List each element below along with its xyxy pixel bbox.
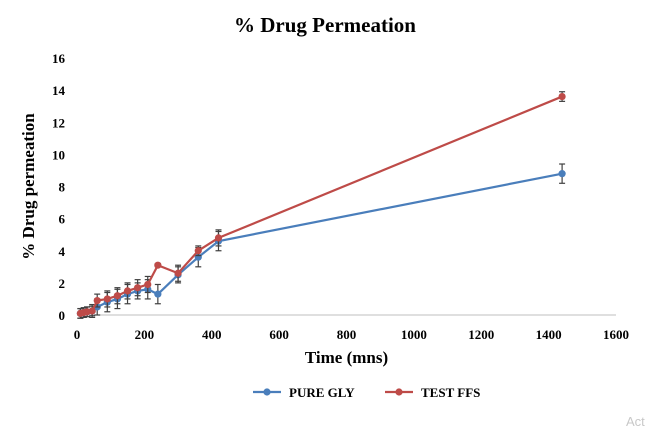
x-tick-label: 200 xyxy=(135,327,155,342)
legend-label: PURE GLY xyxy=(289,385,355,400)
x-axis-ticks: 0 200 400 600 800 1000 1200 1400 1600 xyxy=(74,327,629,342)
x-tick-label: 1400 xyxy=(536,327,562,342)
series-line xyxy=(80,95,563,315)
series-pure-gly xyxy=(76,163,566,319)
legend-label: TEST FFS xyxy=(421,385,480,400)
data-point xyxy=(93,296,101,305)
data-point xyxy=(558,170,566,178)
chart-title: % Drug Permeation xyxy=(234,13,416,37)
y-tick-label: 2 xyxy=(59,276,66,291)
series-layer xyxy=(76,91,566,319)
data-point xyxy=(154,261,162,269)
y-axis-title: % Drug permeation xyxy=(19,113,38,260)
data-point xyxy=(194,247,202,255)
y-tick-label: 6 xyxy=(59,212,66,227)
data-point xyxy=(113,292,122,300)
data-point xyxy=(174,269,182,277)
data-point xyxy=(123,287,132,295)
data-point xyxy=(558,92,566,101)
y-tick-label: 16 xyxy=(52,51,66,66)
x-tick-label: 1200 xyxy=(468,327,494,342)
data-point xyxy=(144,280,152,289)
data-point xyxy=(154,290,162,298)
data-point xyxy=(134,284,142,292)
y-tick-label: 12 xyxy=(52,115,65,130)
x-tick-label: 800 xyxy=(337,327,357,342)
x-tick-label: 600 xyxy=(269,327,289,342)
y-tick-label: 4 xyxy=(59,244,66,259)
x-tick-label: 0 xyxy=(74,327,81,342)
watermark-text: Act xyxy=(626,414,645,427)
y-tick-label: 8 xyxy=(59,180,66,195)
x-tick-label: 400 xyxy=(202,327,222,342)
x-tick-label: 1000 xyxy=(401,327,427,342)
data-point xyxy=(103,295,111,303)
data-point xyxy=(88,307,96,315)
legend-swatch-marker xyxy=(395,388,403,396)
y-axis-ticks: 0 2 4 6 8 10 12 14 16 xyxy=(52,51,66,323)
x-axis-title: Time (mns) xyxy=(305,348,388,367)
y-tick-label: 0 xyxy=(59,308,66,323)
x-tick-label: 1600 xyxy=(603,327,629,342)
legend-swatch-marker xyxy=(263,388,271,396)
y-tick-label: 10 xyxy=(52,147,65,162)
series-test-ffs xyxy=(76,91,566,319)
data-point xyxy=(214,234,223,242)
y-tick-label: 14 xyxy=(52,83,66,98)
legend: PURE GLY TEST FFS xyxy=(253,385,480,400)
